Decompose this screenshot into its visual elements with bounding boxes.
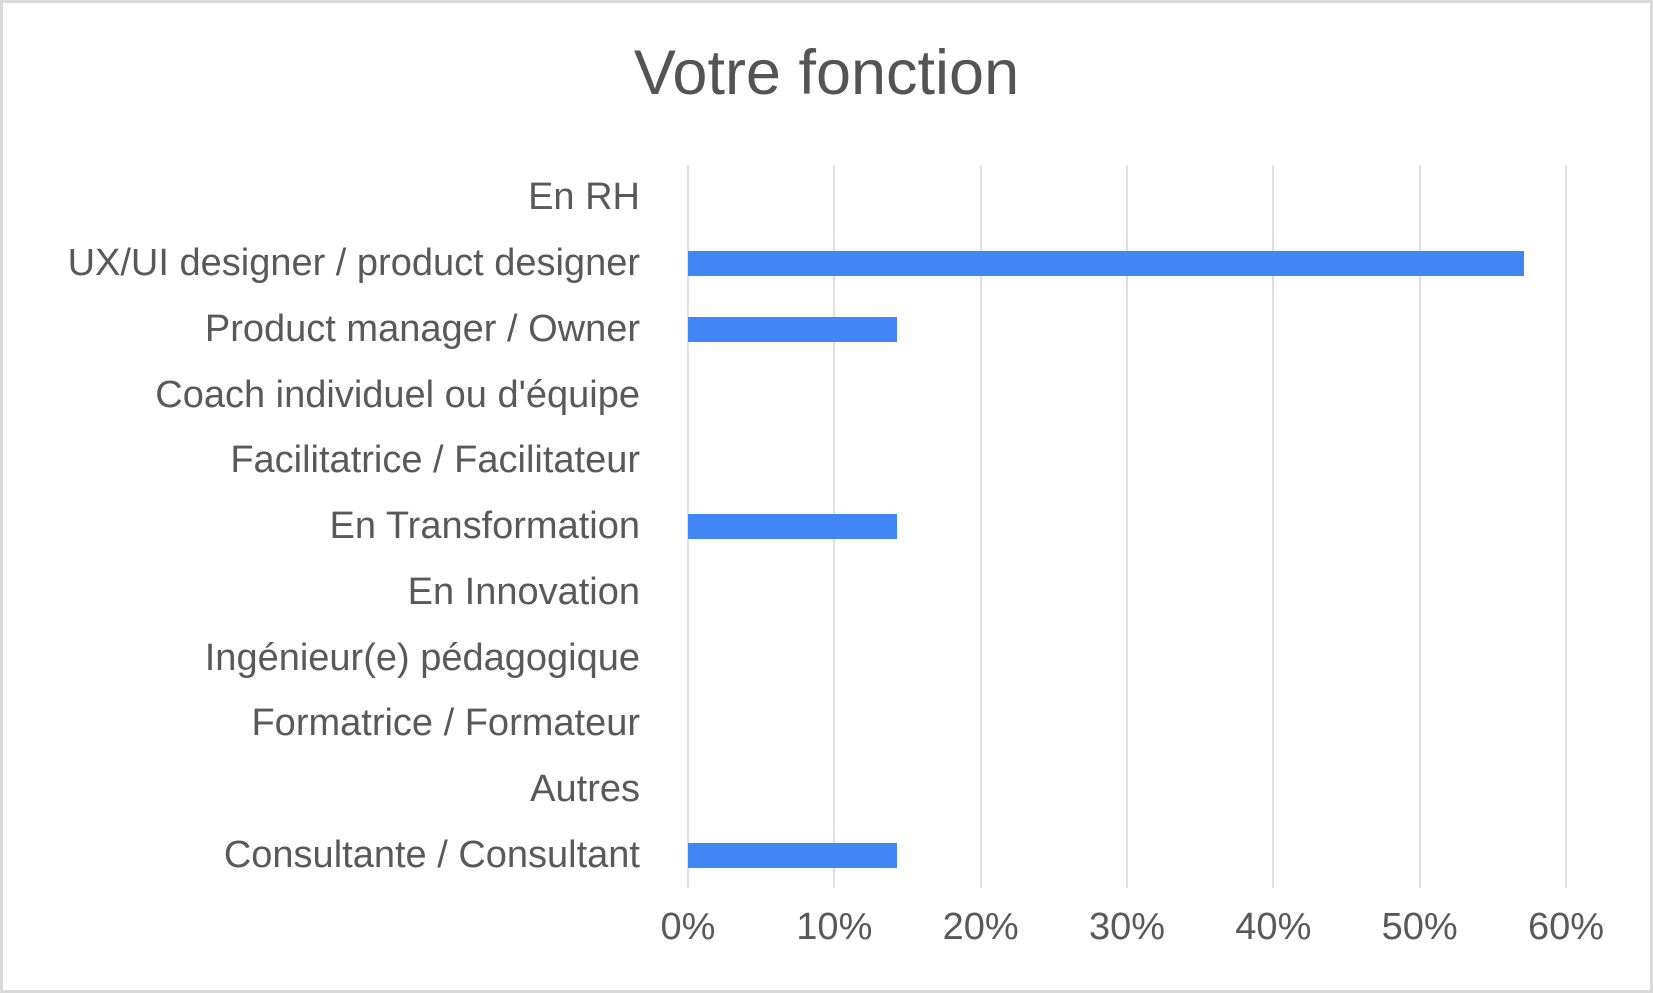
category-axis: En RH UX/UI designer / product designer Pr…	[3, 165, 640, 888]
category-label-ing-nieur-e-p-dagogique: Ingénieur(e) pédagogique	[204, 636, 640, 679]
bar-consultante-consultant	[688, 842, 898, 868]
category-label-autres: Autres	[530, 767, 640, 810]
gridline-50%	[1418, 165, 1421, 888]
x-tick-label: 0%	[660, 906, 716, 948]
plot-area	[687, 165, 1567, 888]
category-label-facilitatrice-facilitateur: Facilitatrice / Facilitateur	[230, 439, 640, 482]
gridline-20%	[979, 165, 982, 888]
x-tick-label: 40%	[1235, 906, 1312, 948]
category-label-product-manager-owner: Product manager / Owner	[204, 307, 640, 350]
x-tick-label: 60%	[1527, 906, 1605, 948]
x-tick-label: 30%	[1088, 906, 1166, 948]
category-label-formatrice-formateur: Formatrice / Formateur	[251, 702, 640, 745]
gridline-30%	[1126, 165, 1128, 888]
x-tick-label: 50%	[1381, 906, 1458, 948]
gridline-40%	[1272, 165, 1275, 888]
category-label-ux-ui-designer-product-designer: UX/UI designer / product designer	[67, 242, 640, 285]
category-label-en-transformation: En Transformation	[329, 505, 640, 548]
category-label-consultante-consultant: Consultante / Consultant	[223, 833, 640, 876]
gridline-60%	[1565, 165, 1567, 888]
bar-ux-ui-designer-product-designer	[688, 251, 1524, 277]
bar-en-transformation	[688, 514, 898, 539]
value-axis: 0% 10% 20% 30% 40% 50% 60%	[661, 888, 1604, 968]
chart-title: Votre fonction	[633, 38, 1020, 108]
bar-product-manager-owner	[688, 316, 898, 342]
x-tick-label: 20%	[942, 906, 1019, 948]
category-label-en-innovation: En Innovation	[407, 570, 640, 613]
category-label-en-rh: En RH	[528, 176, 640, 219]
x-tick-label: 10%	[796, 906, 873, 948]
category-label-coach-individuel-ou-d-quipe: Coach individuel ou d'équipe	[155, 373, 640, 416]
